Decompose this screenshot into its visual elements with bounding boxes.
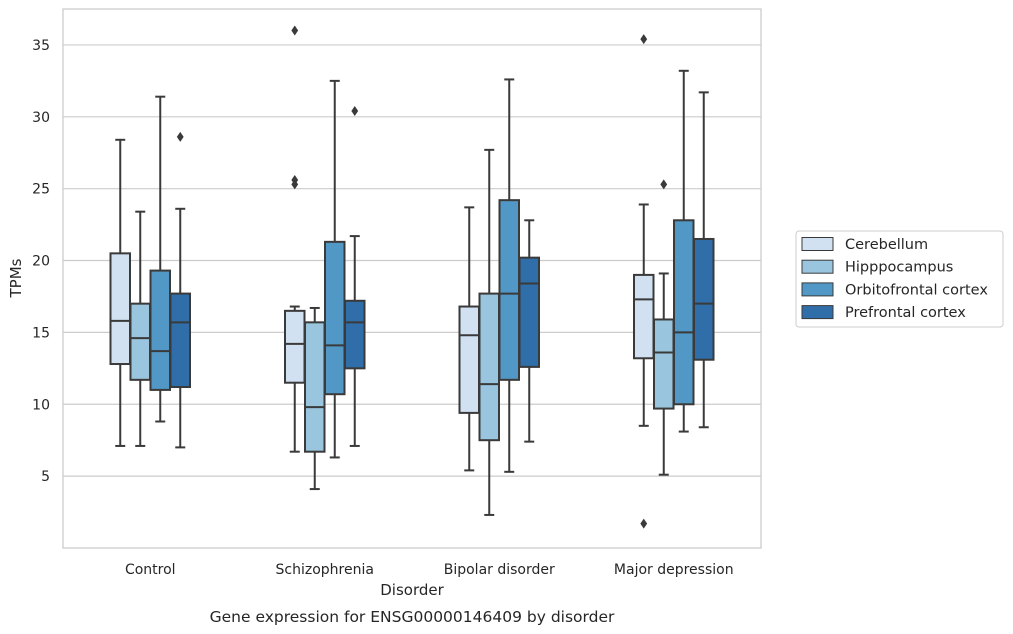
legend-frame: [795, 230, 1004, 328]
x-tick-label: Major depression: [614, 562, 734, 578]
box-iqr: [518, 256, 540, 368]
y-tick-label: 30: [32, 110, 50, 126]
box-prefrontal-cortex: [169, 131, 191, 449]
y-tick-label: 10: [32, 397, 50, 413]
outlier-point: [640, 34, 648, 45]
x-tick-label: Schizophrenia: [276, 562, 374, 578]
x-tick-label: Bipolar disorder: [444, 562, 555, 578]
box-iqr: [478, 292, 500, 442]
legend-swatch: [801, 237, 834, 251]
y-axis-label: TPMs: [7, 258, 25, 298]
box-iqr: [324, 240, 346, 396]
legend-label: Cerebellum: [845, 237, 928, 253]
box-prefrontal-cortex: [518, 219, 540, 443]
y-tick-label: 5: [41, 469, 50, 485]
box-cerebellum: [109, 138, 131, 447]
y-tick-label: 35: [32, 38, 50, 54]
chart-caption: Gene expression for ENSG00000146409 by d…: [210, 608, 615, 626]
box-hipppocampus: [653, 179, 675, 476]
outlier-point: [660, 179, 668, 190]
y-tick-label: 25: [32, 182, 50, 198]
y-tick-label: 15: [32, 325, 50, 341]
legend-label: Hipppocampus: [845, 260, 953, 276]
box-iqr: [633, 273, 655, 360]
box-iqr: [344, 299, 366, 370]
outlier-point: [176, 131, 184, 142]
outlier-point: [640, 518, 648, 529]
box-orbitofrontal-cortex: [324, 79, 346, 459]
box-cerebellum: [633, 34, 655, 529]
x-axis-label: Disorder: [380, 581, 444, 599]
legend-swatch: [801, 259, 834, 274]
box-hipppocampus: [129, 210, 151, 447]
legend-swatch: [801, 305, 834, 320]
box-iqr: [169, 292, 191, 389]
legend-label: Orbitofrontal cortex: [845, 282, 988, 298]
box-prefrontal-cortex: [693, 91, 715, 429]
box-iqr: [129, 302, 151, 381]
outlier-point: [351, 106, 359, 117]
plot-frame: [62, 8, 762, 549]
box-iqr: [304, 321, 326, 453]
y-tick-labels: 5 10 15 20 25 30 35: [32, 38, 50, 485]
box-iqr: [458, 305, 480, 414]
x-tick-labels: Control Schizophrenia Bipolar disorder Majo…: [125, 562, 734, 578]
box-cerebellum: [458, 206, 480, 472]
box-orbitofrontal-cortex: [673, 69, 695, 433]
box-orbitofrontal-cortex: [149, 95, 171, 423]
box-iqr: [653, 318, 675, 410]
box-iqr: [498, 199, 520, 381]
legend-swatch: [801, 282, 834, 297]
box-iqr: [693, 237, 715, 361]
box-iqr: [109, 252, 131, 366]
legend: Cerebellum Hipppocampus Orbitofrontal cort…: [795, 230, 1004, 328]
y-tick-label: 20: [32, 254, 50, 270]
box-iqr: [284, 309, 306, 384]
box-iqr: [673, 219, 695, 406]
box-prefrontal-cortex: [344, 106, 366, 447]
outlier-point: [291, 25, 299, 36]
box-hipppocampus: [478, 148, 500, 516]
legend-label: Prefrontal cortex: [845, 305, 966, 321]
box-series: [109, 25, 715, 529]
box-orbitofrontal-cortex: [498, 78, 520, 473]
x-tick-label: Control: [125, 562, 176, 578]
outlier-point: [291, 175, 299, 186]
box-iqr: [149, 269, 171, 391]
